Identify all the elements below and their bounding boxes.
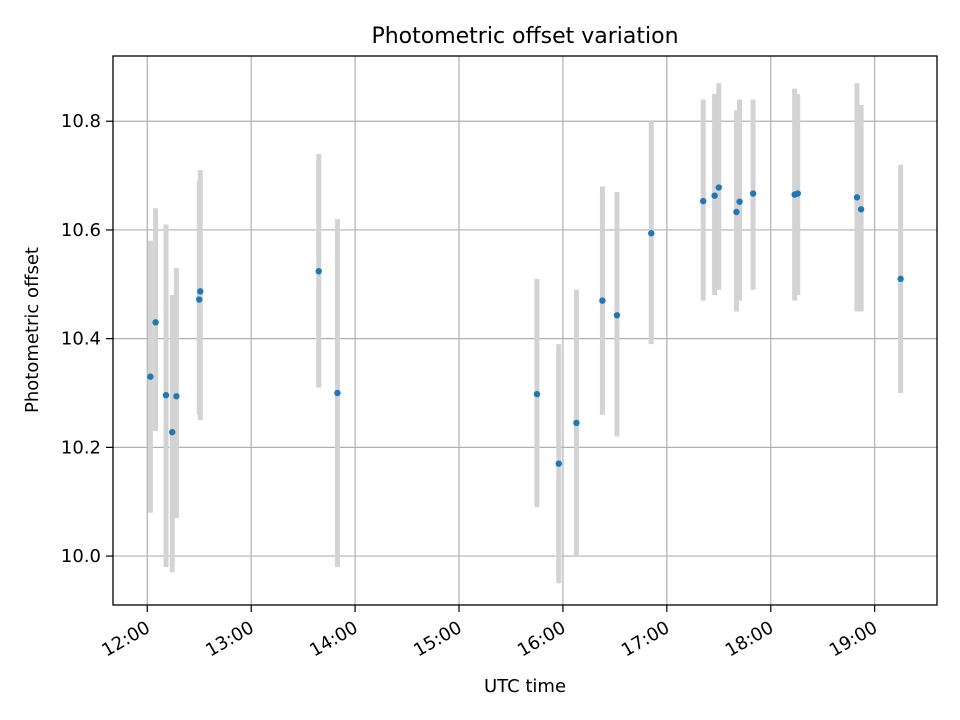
y-tick-label: 10.8 <box>61 111 101 132</box>
data-points <box>147 184 904 467</box>
data-point <box>573 419 580 427</box>
data-point <box>173 393 180 400</box>
data-point <box>169 428 176 436</box>
data-point <box>533 390 541 398</box>
data-point <box>147 373 154 380</box>
data-point <box>334 389 341 397</box>
y-axis-ticks: 10.0 10.2 10.4 10.6 10.8 <box>61 111 113 567</box>
data-point <box>700 197 707 205</box>
data-point <box>897 275 904 283</box>
data-point <box>711 192 718 199</box>
data-point <box>853 194 861 201</box>
data-point <box>555 460 562 467</box>
data-point <box>857 206 865 213</box>
y-axis-label: Photometric offset <box>22 247 43 413</box>
chart-title: Photometric offset variation <box>371 24 678 49</box>
data-point <box>315 268 322 275</box>
data-point <box>736 198 743 205</box>
y-tick-label: 10.0 <box>61 546 101 567</box>
data-point <box>733 208 740 216</box>
data-point <box>794 190 801 197</box>
data-point <box>613 312 621 319</box>
data-point <box>648 230 655 237</box>
plot-frame <box>112 55 938 606</box>
data-point <box>162 391 170 399</box>
data-point <box>196 296 203 303</box>
data-point <box>599 297 606 304</box>
y-tick-label: 10.2 <box>61 437 101 458</box>
x-axis-label: UTC time <box>484 676 566 697</box>
data-point <box>749 190 757 197</box>
data-point <box>152 319 159 326</box>
y-tick-label: 10.4 <box>61 329 101 350</box>
data-point <box>197 288 204 295</box>
y-tick-label: 10.6 <box>61 220 101 241</box>
data-point <box>715 184 722 191</box>
